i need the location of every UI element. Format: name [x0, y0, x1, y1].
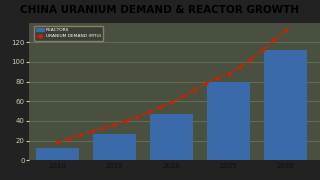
Bar: [264, 50, 308, 160]
Bar: [93, 134, 136, 160]
Bar: [36, 148, 79, 160]
Bar: [207, 82, 250, 160]
Text: CHINA URANIUM DEMAND & REACTOR GROWTH: CHINA URANIUM DEMAND & REACTOR GROWTH: [20, 5, 300, 15]
Bar: [150, 114, 193, 160]
Legend: REACTORS, URANIUM DEMAND (MTU): REACTORS, URANIUM DEMAND (MTU): [34, 26, 103, 40]
